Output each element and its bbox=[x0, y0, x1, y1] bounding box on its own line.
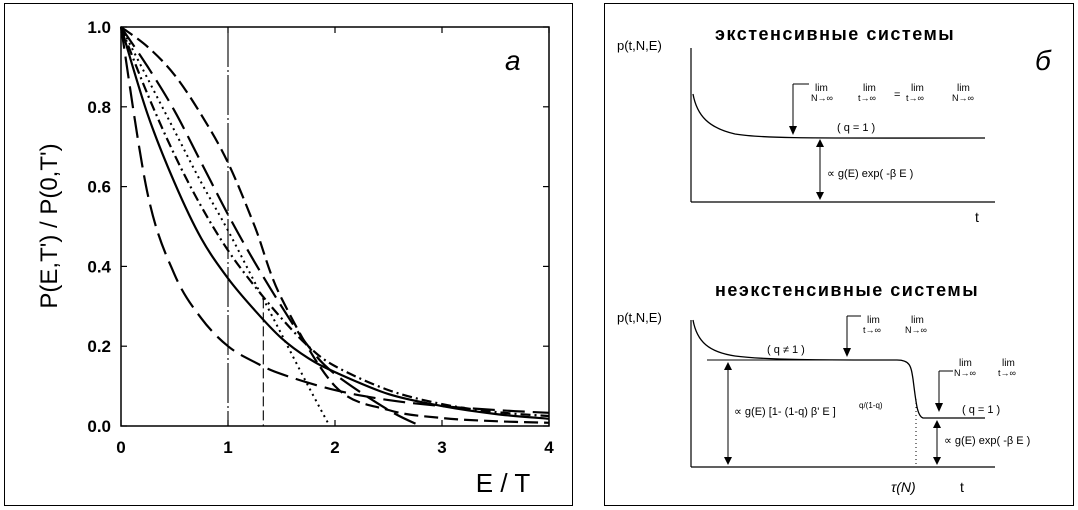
y-tick-label: 0.4 bbox=[87, 257, 111, 276]
lim-sub: N→∞ bbox=[954, 368, 976, 378]
panel-a: a P(E,T') / P(0,T') E / T 0 1 2 3 4 0.0 0.2 0.4… bbox=[4, 3, 573, 506]
q-equals-one: ( q = 1 ) bbox=[837, 122, 875, 134]
panel-letter-a: a bbox=[505, 45, 521, 76]
y-tick-label: 0.0 bbox=[87, 417, 111, 436]
extensive-y-label: p(t,N,E) bbox=[617, 38, 662, 53]
arrowhead bbox=[724, 362, 732, 370]
diagram-extensive: экстенсивные системы p(t,N,E) t lim N→∞ … bbox=[617, 24, 995, 225]
y-tick-label: 1.0 bbox=[87, 18, 111, 37]
x-tick-label: 2 bbox=[330, 438, 339, 457]
extensive-title: экстенсивные системы bbox=[715, 24, 955, 44]
nonextensive-formula-exponent: q/(1-q) bbox=[859, 401, 883, 410]
y-tick-label: 0.6 bbox=[87, 178, 111, 197]
series-line-long-dash-concave bbox=[120, 26, 422, 427]
panel-b: б экстенсивные системы p(t,N,E) t lim N→… bbox=[604, 3, 1074, 506]
lim-text: lim bbox=[959, 358, 972, 369]
arrowhead bbox=[933, 420, 941, 428]
extensive-curve bbox=[692, 93, 986, 139]
lim-sub: N→∞ bbox=[811, 93, 833, 103]
lim-text: lim bbox=[867, 315, 880, 326]
equals-sign: = bbox=[894, 89, 900, 101]
extensive-x-label: t bbox=[975, 209, 979, 225]
lim-sub: t→∞ bbox=[998, 368, 1016, 378]
lim-sub: N→∞ bbox=[952, 93, 974, 103]
series-line-dash-dot bbox=[119, 26, 550, 418]
series-line-long-dash-steep bbox=[119, 26, 550, 414]
series-line-dashed-medium bbox=[120, 26, 550, 424]
extensive-formula: ∝ g(E) exp( -β E ) bbox=[827, 168, 913, 180]
q-not-one: ( q ≠ 1 ) bbox=[767, 344, 805, 356]
arrowhead bbox=[816, 139, 824, 147]
q-equals-one-bottom: ( q = 1 ) bbox=[962, 404, 1000, 416]
lim-text: lim bbox=[1002, 358, 1015, 369]
lim-sub: t→∞ bbox=[863, 325, 881, 335]
lim-sub: t→∞ bbox=[906, 93, 924, 103]
lim-text: lim bbox=[911, 83, 924, 94]
x-axis-label: E / T bbox=[476, 468, 531, 498]
lim-text: lim bbox=[911, 315, 924, 326]
diagram-nonextensive: неэкстенсивные системы p(t,N,E) t τ(N) (… bbox=[617, 280, 1030, 495]
series-line-solid bbox=[119, 26, 550, 420]
series-group bbox=[119, 26, 550, 427]
y-tick-label: 0.8 bbox=[87, 98, 111, 117]
arrowhead bbox=[724, 457, 732, 465]
x-tick-label: 0 bbox=[116, 438, 125, 457]
nonextensive-x-label: t bbox=[960, 479, 964, 495]
x-tick-label: 1 bbox=[223, 438, 232, 457]
lim-text: lim bbox=[815, 83, 828, 94]
nonextensive-formula-big: ∝ g(E) [1- (1-q) β' E ] bbox=[734, 406, 836, 418]
arrowhead bbox=[843, 348, 851, 357]
arrowhead bbox=[933, 457, 941, 465]
nonextensive-formula-small: ∝ g(E) exp( -β E ) bbox=[944, 435, 1030, 447]
panel-letter-b: б bbox=[1035, 45, 1052, 76]
lim-text: lim bbox=[957, 83, 970, 94]
y-tick-label: 0.2 bbox=[87, 337, 111, 356]
panel-b-svg: б экстенсивные системы p(t,N,E) t lim N→… bbox=[617, 24, 1052, 495]
tick-group: 0 1 2 3 4 0.0 0.2 0.4 0.6 0.8 1.0 bbox=[87, 18, 554, 457]
chart-a-svg: a P(E,T') / P(0,T') E / T 0 1 2 3 4 0.0 0.2 0.4… bbox=[36, 18, 554, 498]
lim-sub: t→∞ bbox=[858, 93, 876, 103]
arrowhead bbox=[789, 126, 797, 135]
arrowhead bbox=[935, 403, 943, 412]
x-tick-label: 4 bbox=[544, 438, 554, 457]
x-tick-label: 3 bbox=[437, 438, 446, 457]
lim-sub: N→∞ bbox=[905, 325, 927, 335]
tau-label: τ(N) bbox=[891, 479, 916, 495]
series-line-dotted bbox=[120, 26, 331, 427]
nonextensive-y-label: p(t,N,E) bbox=[617, 310, 662, 325]
nonextensive-title: неэкстенсивные системы bbox=[715, 280, 979, 300]
lim-text: lim bbox=[863, 83, 876, 94]
y-axis-label: P(E,T') / P(0,T') bbox=[36, 143, 63, 308]
arrowhead bbox=[816, 192, 824, 200]
